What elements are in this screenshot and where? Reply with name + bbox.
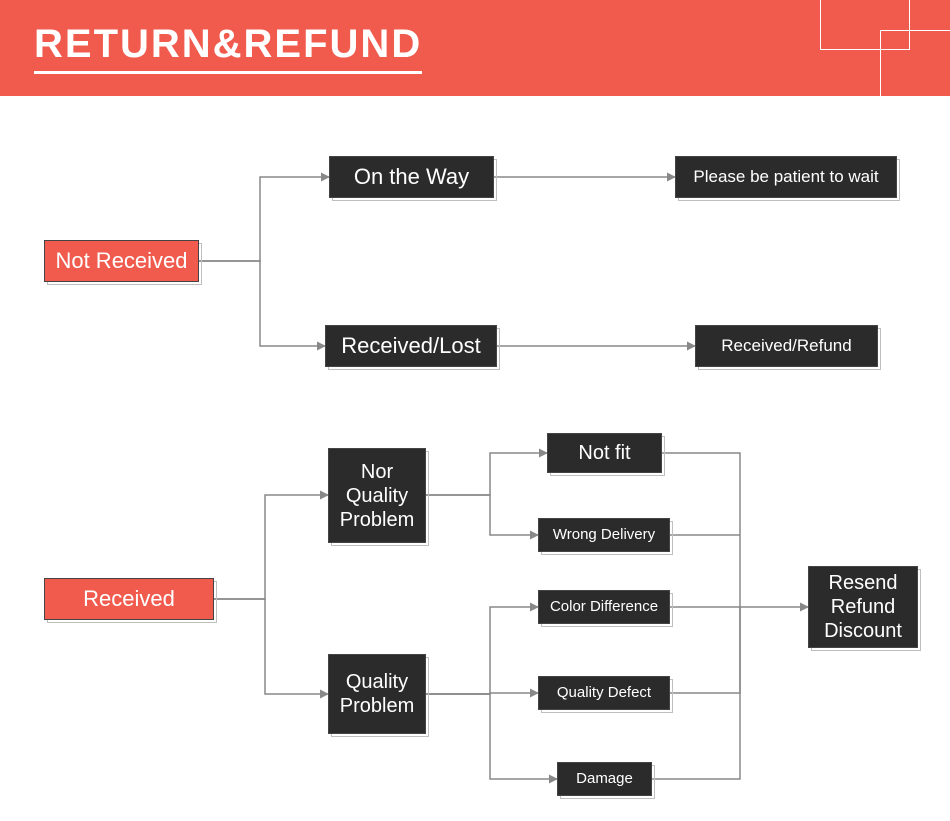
header-banner: RETURN&REFUND	[0, 0, 950, 96]
flow-edge	[199, 261, 325, 346]
flow-node-damage: Damage	[557, 762, 652, 796]
flow-edge	[214, 599, 328, 694]
flow-node-received_lost: Received/Lost	[325, 325, 497, 367]
flow-node-not_fit: Not fit	[547, 433, 662, 473]
flow-node-resend: Resend Refund Discount	[808, 566, 918, 648]
flow-edge	[426, 495, 538, 535]
flow-edge	[662, 453, 740, 607]
flow-edge	[426, 693, 538, 694]
flow-node-wrong_del: Wrong Delivery	[538, 518, 670, 552]
flow-node-color_diff: Color Difference	[538, 590, 670, 624]
flow-node-not_received: Not Received	[44, 240, 199, 282]
flow-node-quality: Quality Problem	[328, 654, 426, 734]
flowchart-canvas: Not Received On the Way Received/Lost Pleas…	[0, 96, 950, 821]
flow-node-on_the_way: On the Way	[329, 156, 494, 198]
flowchart-edges	[0, 96, 950, 821]
flow-node-qual_defect: Quality Defect	[538, 676, 670, 710]
header-decoration	[780, 0, 950, 96]
flow-edge	[214, 495, 328, 599]
flow-node-received: Received	[44, 578, 214, 620]
page-title: RETURN&REFUND	[34, 22, 422, 74]
flow-edge	[426, 453, 547, 495]
flow-edge	[670, 607, 740, 693]
flow-node-nor_quality: Nor Quality Problem	[328, 448, 426, 543]
flow-edge	[426, 607, 538, 694]
flow-edge	[199, 177, 329, 261]
flow-node-rec_refund: Received/Refund	[695, 325, 878, 367]
flow-node-patient: Please be patient to wait	[675, 156, 897, 198]
